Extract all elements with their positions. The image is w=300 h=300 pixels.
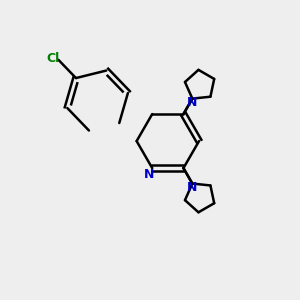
Text: N: N [187, 181, 197, 194]
Text: N: N [187, 96, 197, 109]
Text: Cl: Cl [46, 52, 59, 65]
Text: N: N [144, 168, 155, 181]
